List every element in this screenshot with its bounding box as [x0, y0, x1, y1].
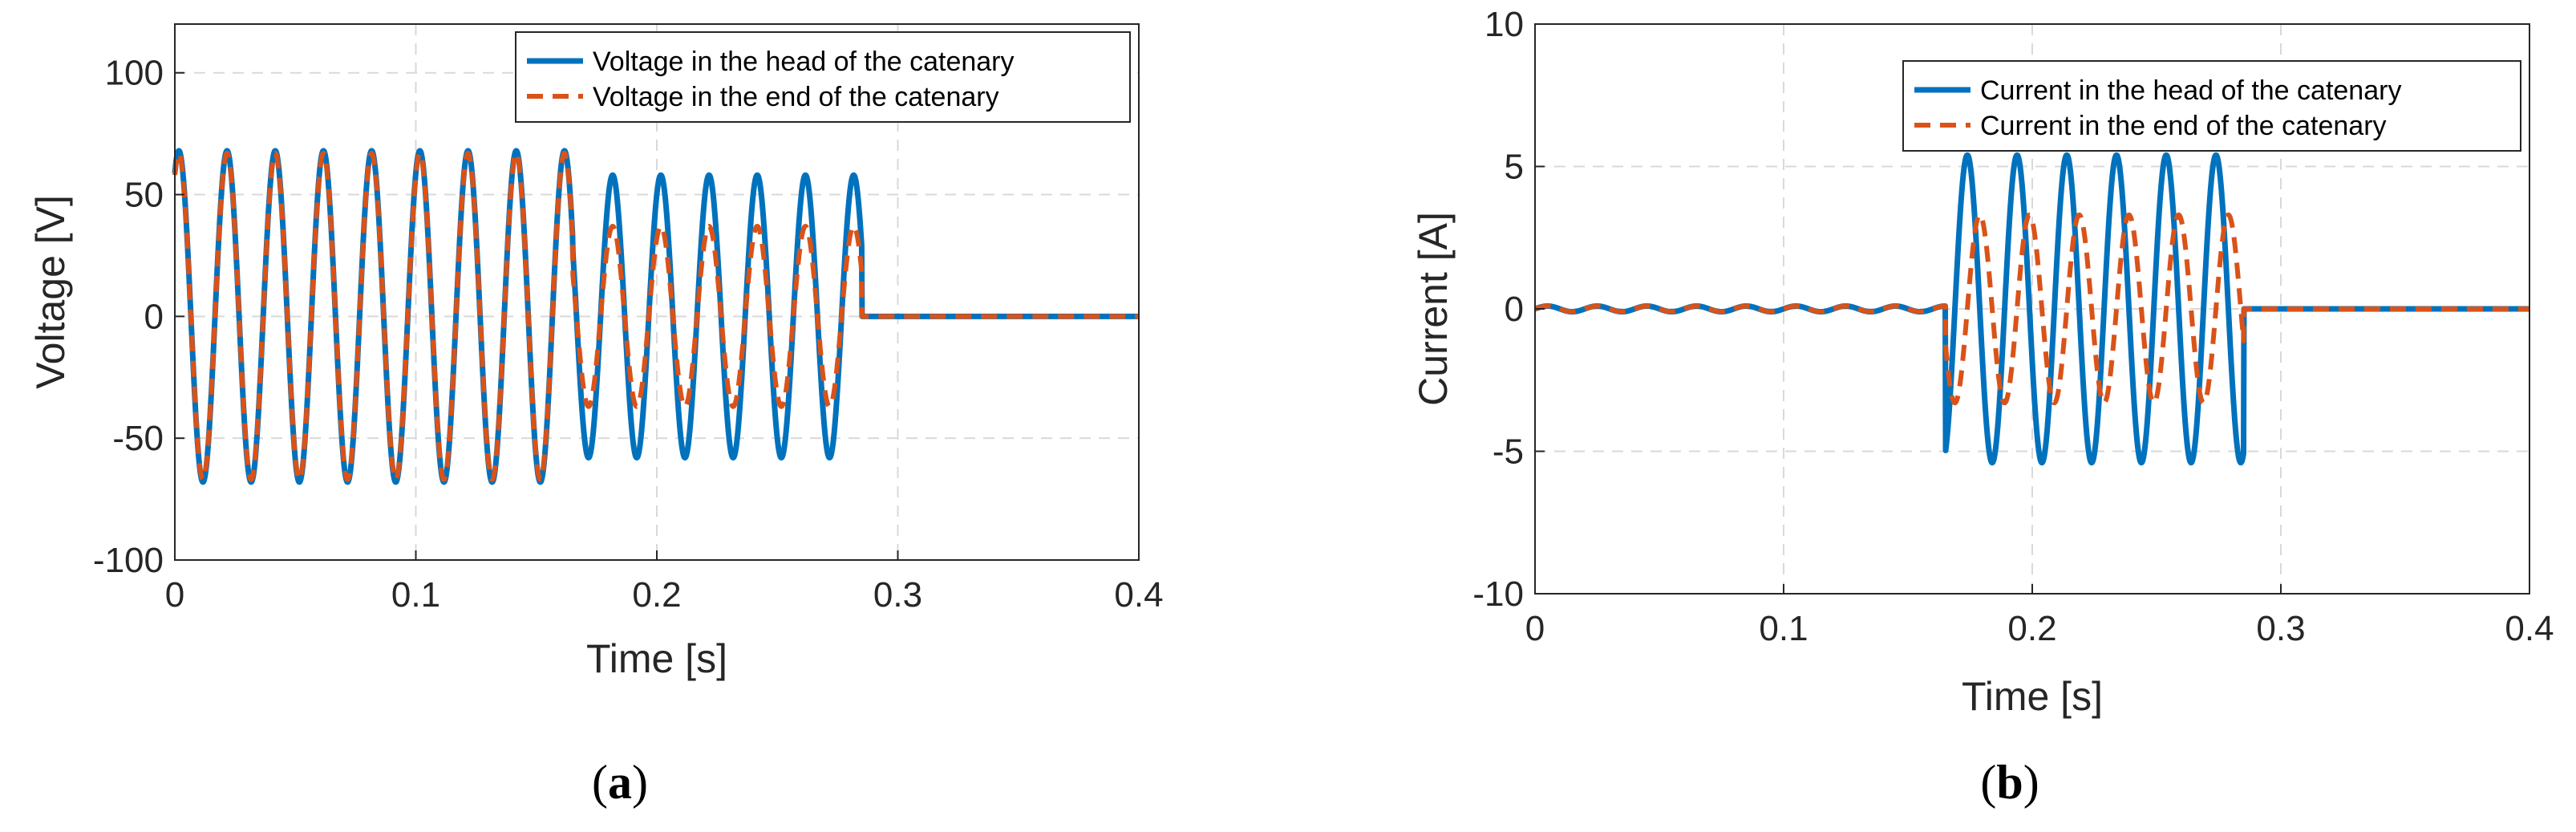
current-x-axis-label: Time [s] — [1962, 674, 2103, 719]
current-legend: Current in the head of the catenary Curr… — [1902, 60, 2521, 152]
panel-a-close-paren: ) — [632, 756, 648, 809]
voltage-y-tick-label: 50 — [124, 176, 164, 215]
panel-b-letter: b — [1996, 756, 2023, 809]
panel-b-close-paren: ) — [2023, 756, 2039, 809]
voltage-x-tick-label: 0 — [165, 575, 184, 615]
current-x-tick-label: 0 — [1525, 609, 1545, 648]
current-legend-label-end: Current in the end of the catenary — [1980, 111, 2387, 141]
voltage-ticks: 0 0.1 0.2 0.3 0.4 -100 -50 0 50 100 — [93, 54, 1164, 615]
panel-a-open-paren: ( — [592, 756, 608, 809]
current-ticks: 0 0.1 0.2 0.3 0.4 -10 -5 0 5 10 — [1472, 5, 2554, 648]
voltage-y-axis-label: Voltage [V] — [28, 195, 73, 389]
voltage-chart: 0 0.1 0.2 0.3 0.4 -100 -50 0 50 100 Time [s] Volt… — [28, 23, 1164, 681]
voltage-legend-box — [515, 31, 1131, 123]
current-x-tick-label: 0.3 — [2256, 609, 2305, 648]
current-series-head-line — [1533, 152, 2532, 466]
voltage-legend: Voltage in the head of the catenary Volt… — [515, 31, 1131, 123]
voltage-x-tick-label: 0.4 — [1114, 575, 1163, 615]
current-x-tick-label: 0.1 — [1759, 609, 1808, 648]
current-y-axis-label: Current [A] — [1411, 212, 1456, 406]
panel-label-a: (a) — [592, 756, 648, 809]
current-y-tick-label: 0 — [1505, 290, 1524, 329]
current-y-tick-label: 5 — [1505, 148, 1524, 187]
voltage-x-axis-label: Time [s] — [586, 636, 727, 681]
voltage-legend-label-end: Voltage in the end of the catenary — [593, 82, 999, 112]
current-x-tick-label: 0.2 — [2007, 609, 2056, 648]
panel-label-b: (b) — [1980, 756, 2039, 809]
current-legend-label-head: Current in the head of the catenary — [1980, 75, 2401, 106]
voltage-series — [172, 148, 1141, 485]
voltage-x-tick-label: 0.2 — [632, 575, 681, 615]
voltage-x-tick-label: 0.1 — [391, 575, 440, 615]
current-y-tick-label: 10 — [1484, 5, 1524, 44]
current-y-tick-label: -10 — [1472, 574, 1524, 614]
voltage-y-tick-label: -50 — [112, 419, 164, 458]
voltage-legend-label-head: Voltage in the head of the catenary — [593, 47, 1015, 77]
current-series — [1533, 152, 2532, 466]
voltage-x-tick-label: 0.3 — [873, 575, 922, 615]
voltage-series-head-line — [172, 148, 1141, 485]
panel-a-letter: a — [608, 756, 632, 809]
voltage-y-tick-label: 0 — [144, 297, 164, 336]
current-legend-box — [1902, 60, 2521, 152]
voltage-y-tick-label: -100 — [93, 541, 164, 580]
current-x-tick-label: 0.4 — [2505, 609, 2554, 648]
current-chart: 0 0.1 0.2 0.3 0.4 -10 -5 0 5 10 Time [s] Current … — [1411, 5, 2554, 719]
current-y-tick-label: -5 — [1493, 432, 1524, 472]
panel-b-open-paren: ( — [1980, 756, 1996, 809]
voltage-y-tick-label: 100 — [105, 54, 164, 93]
voltage-series-end-line — [172, 150, 1141, 482]
